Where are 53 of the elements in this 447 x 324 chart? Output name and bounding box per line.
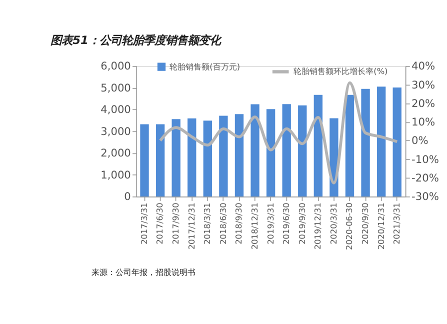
bar <box>250 104 260 197</box>
legend-label: 轮胎销售额(百万元) <box>170 61 240 72</box>
legend-label: 轮胎销售额环比增长率(%) <box>294 66 388 76</box>
x-tick-label: 2018/9/30 <box>234 202 244 244</box>
bar <box>361 88 370 197</box>
y-tick-label: 2,000 <box>100 148 132 160</box>
bar <box>266 109 276 197</box>
x-tick-label: 2021/3/31 <box>392 202 402 244</box>
bar <box>298 105 307 197</box>
x-tick-label: 2020/12/31 <box>376 202 386 250</box>
y-tick-label: 6,000 <box>100 60 132 73</box>
bar <box>140 124 149 197</box>
x-tick-label: 2019/6/30 <box>281 202 292 244</box>
y2-tick-label: -30% <box>412 191 439 204</box>
x-tick-label: 2018/3/31 <box>202 202 212 244</box>
y-tick-label: 5,000 <box>100 82 132 94</box>
x-tick-label: 2017/9/30 <box>170 202 181 244</box>
chart-title: 图表51：公司轮胎季度销售额变化 <box>50 32 222 47</box>
y2-tick-label: -20% <box>412 172 439 185</box>
bar <box>282 104 291 197</box>
y-tick-label: 1,000 <box>100 169 132 182</box>
x-tick-label: 2020/3/31 <box>328 202 338 244</box>
y-tick-label: 0 <box>124 191 132 204</box>
y2-tick-label: 40% <box>412 60 436 73</box>
bar <box>392 88 402 197</box>
x-tick-label: 2017/12/31 <box>186 202 196 250</box>
x-tick-label: 2018/6/30 <box>218 202 228 244</box>
y-tick-label: 3,000 <box>100 126 132 138</box>
y-tick-label: 4,000 <box>100 104 132 116</box>
y2-tick-label: 30% <box>412 79 436 92</box>
bar <box>219 116 228 197</box>
y2-tick-label: 10% <box>412 116 436 129</box>
bar <box>203 120 212 197</box>
x-tick-label: 2019/12/31 <box>312 202 323 250</box>
bar <box>376 86 386 197</box>
x-tick-label: 2020/9/30 <box>360 202 370 244</box>
source-note: 来源：公司年报，招股说明书 <box>91 266 196 277</box>
y2-tick-label: 20% <box>412 98 436 110</box>
x-tick-label: 2019/3/31 <box>265 202 276 244</box>
bar <box>314 94 323 197</box>
x-tick-label: 2017/6/30 <box>154 202 165 244</box>
y2-tick-label: -10% <box>412 154 439 166</box>
line-series <box>158 81 399 184</box>
x-tick-label: 2017/3/31 <box>138 202 149 244</box>
bar <box>234 114 244 197</box>
bar <box>345 94 354 197</box>
x-tick-label: 2020-06-30 <box>344 202 354 250</box>
x-tick-label: 2019/9/30 <box>296 202 307 244</box>
y2-tick-label: 0% <box>412 135 428 148</box>
bar <box>188 118 196 197</box>
x-tick-label: 2018/12/31 <box>249 202 260 250</box>
bar <box>172 119 180 197</box>
bar <box>156 124 165 197</box>
